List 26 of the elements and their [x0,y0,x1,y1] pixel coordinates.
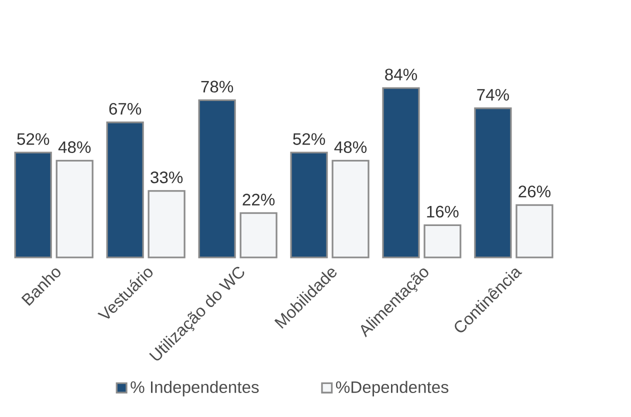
bar [382,87,420,258]
data-label: 74% [477,89,509,101]
data-label: 48% [58,141,91,154]
bar [106,122,144,258]
data-label: 22% [242,194,275,206]
bar [198,99,236,258]
bar [240,212,278,258]
data-label: 52% [17,133,50,145]
bar [56,160,94,258]
data-label: 33% [150,172,183,184]
data-label: 26% [518,186,550,198]
bar [290,152,328,258]
data-label: 78% [201,80,234,93]
bar [148,190,186,258]
bar [14,152,52,258]
bar [474,107,512,258]
data-label: 52% [293,133,326,145]
data-label: 16% [427,206,459,218]
legend-label: %Dependentes [336,380,448,396]
data-label: 48% [334,141,367,154]
legend-label: % Independentes [130,380,259,396]
bar [516,204,554,258]
bar [332,160,370,258]
data-label: 67% [109,103,142,115]
bar [424,224,462,258]
data-label: 84% [385,68,417,80]
